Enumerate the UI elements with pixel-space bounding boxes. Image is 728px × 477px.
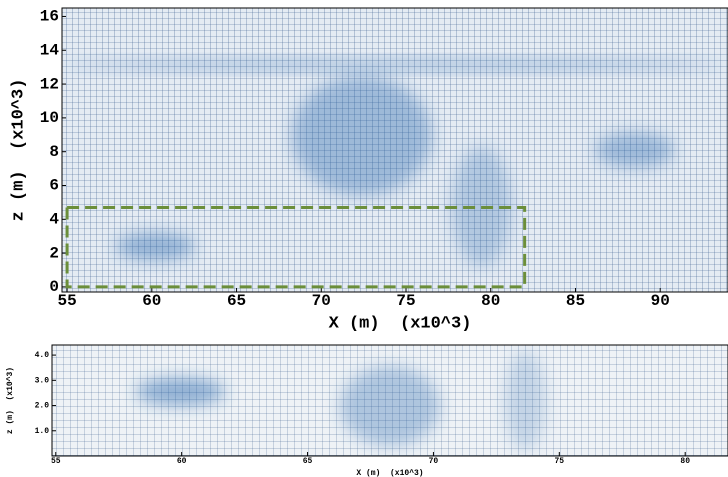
x-tick-label: 55	[57, 292, 76, 310]
x-tick-label: 65	[227, 292, 246, 310]
x-tick-label: 80	[680, 457, 690, 466]
highlight-box	[65, 205, 527, 289]
x-tick-label: 70	[312, 292, 331, 310]
y-tick-label: 10	[40, 109, 59, 127]
y-tick-label: 16	[40, 8, 59, 26]
y-tick-label: 0	[49, 278, 59, 296]
frame	[61, 7, 728, 293]
y-axis-label: z (m) (x10^3)	[9, 79, 28, 222]
y-tick-label: 3.0	[35, 376, 50, 385]
mesh-density	[340, 366, 440, 447]
mesh-density	[115, 232, 196, 261]
x-axis-label: X (m) (x10^3)	[356, 469, 423, 477]
y-tick-label: 4	[49, 211, 59, 229]
y-tick-label: 1.0	[35, 427, 50, 436]
mesh-density	[65, 58, 725, 71]
frame	[51, 344, 728, 457]
y-tick-label: 8	[49, 143, 59, 161]
x-tick-label: 85	[566, 292, 585, 310]
y-tick-label: 4.0	[35, 351, 50, 360]
y-tick-label: 12	[40, 75, 59, 93]
mesh-density	[291, 75, 432, 196]
x-tick-label: 60	[142, 292, 161, 310]
mesh-density	[505, 350, 546, 451]
plot-area	[62, 8, 728, 292]
y-axis-label: z (m) (x10^3)	[6, 367, 15, 434]
y-tick-label: 2	[49, 244, 59, 262]
x-axis-label: X (m) (x10^3)	[329, 314, 472, 333]
x-tick-label: 70	[429, 457, 439, 466]
y-tick-label: 2.0	[35, 402, 50, 411]
x-tick-label: 60	[177, 457, 187, 466]
plot-area	[52, 345, 728, 456]
x-tick-label: 90	[651, 292, 670, 310]
x-tick-label: 55	[51, 457, 61, 466]
y-tick-label: 14	[40, 41, 60, 59]
y-tick-label: 6	[49, 177, 59, 195]
x-tick-label: 75	[396, 292, 415, 310]
x-tick-label: 75	[555, 457, 565, 466]
mesh-density	[135, 377, 226, 406]
x-tick-label: 65	[303, 457, 313, 466]
x-tick-label: 80	[481, 292, 500, 310]
mesh-density	[594, 132, 675, 168]
